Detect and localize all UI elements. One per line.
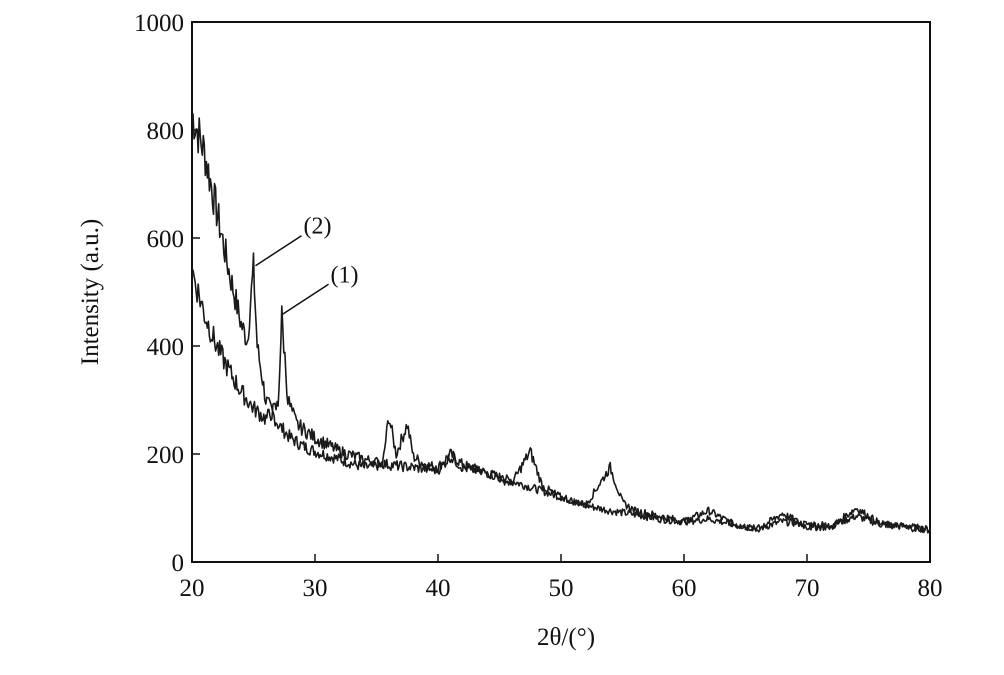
y-tick-label-4: 800 bbox=[147, 118, 185, 145]
annotation-label-0: (2) bbox=[304, 214, 332, 240]
annotation-label-1: (1) bbox=[331, 262, 359, 288]
plot-frame bbox=[191, 21, 931, 563]
annotation-group: (2) (1) bbox=[255, 214, 359, 315]
x-tick-label-1: 30 bbox=[303, 575, 328, 602]
y-tick-label-0: 0 bbox=[172, 550, 185, 577]
annotation-leader-1 bbox=[282, 283, 329, 315]
y-tick-label-3: 600 bbox=[147, 226, 185, 253]
x-tick-label-5: 70 bbox=[795, 575, 820, 602]
x-tick-label-2: 40 bbox=[426, 575, 451, 602]
series-line-2 bbox=[191, 269, 931, 534]
x-tick-label-6: 80 bbox=[918, 575, 943, 602]
y-tick-label-2: 400 bbox=[147, 334, 185, 361]
series-group bbox=[191, 113, 931, 534]
x-tick-label-4: 60 bbox=[672, 575, 697, 602]
annotation-leader-0 bbox=[255, 235, 302, 267]
y-tick-label-1: 200 bbox=[147, 442, 185, 469]
x-tick-label-0: 20 bbox=[180, 575, 205, 602]
x-tick-label-3: 50 bbox=[549, 575, 574, 602]
y-axis-title: Intensity (a.u.) bbox=[77, 219, 104, 365]
y-tick-label-5: 1000 bbox=[134, 10, 184, 37]
x-axis-title: 2θ/(°) bbox=[537, 624, 595, 651]
series-line-1 bbox=[191, 113, 931, 534]
